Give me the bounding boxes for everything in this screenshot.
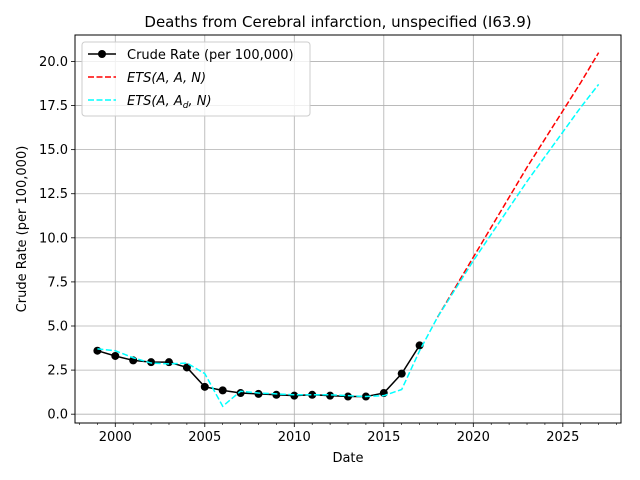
y-axis-label: Crude Rate (per 100,000) bbox=[15, 146, 30, 313]
y-tick-label: 12.5 bbox=[39, 187, 68, 202]
data-point bbox=[344, 392, 352, 401]
data-point bbox=[415, 341, 424, 350]
data-point bbox=[93, 346, 102, 355]
data-point bbox=[182, 363, 191, 372]
data-point bbox=[290, 391, 299, 400]
legend-label: ETS(A, A, N) bbox=[127, 71, 206, 86]
data-point bbox=[164, 358, 173, 367]
data-point bbox=[111, 351, 120, 360]
legend-marker bbox=[98, 50, 106, 58]
y-tick-label: 20.0 bbox=[39, 55, 68, 70]
data-point bbox=[200, 382, 209, 391]
series-line bbox=[97, 344, 421, 398]
data-point bbox=[272, 390, 281, 399]
y-tick-label: 7.5 bbox=[47, 275, 68, 290]
data-point bbox=[236, 389, 245, 398]
chart-title: Deaths from Cerebral infarction, unspeci… bbox=[144, 13, 531, 31]
series-line bbox=[97, 83, 600, 408]
data-point bbox=[147, 358, 156, 367]
data-point bbox=[326, 391, 335, 400]
x-tick-label: 2010 bbox=[278, 430, 311, 445]
x-axis-label: Date bbox=[332, 451, 363, 466]
x-tick-label: 2005 bbox=[188, 430, 221, 445]
x-tick-label: 2025 bbox=[546, 430, 579, 445]
x-tick-label: 2020 bbox=[457, 430, 490, 445]
y-tick-label: 15.0 bbox=[39, 143, 68, 158]
series-line bbox=[436, 52, 600, 318]
legend-label: Crude Rate (per 100,000) bbox=[127, 48, 294, 63]
x-tick-label: 2015 bbox=[367, 430, 400, 445]
legend-label: ETS(A, Ad, N) bbox=[127, 94, 212, 111]
legend-box bbox=[81, 41, 311, 117]
data-point bbox=[218, 386, 227, 395]
ticks: 2000 2005 2010 2015 2020 2025 0.0 2.5 5.0 7.5 10.0… bbox=[39, 55, 617, 445]
grid bbox=[75, 35, 621, 423]
y-tick-label: 10.0 bbox=[39, 231, 68, 246]
data-point bbox=[254, 389, 263, 398]
y-tick-label: 5.0 bbox=[47, 320, 68, 335]
series-layer bbox=[93, 52, 600, 408]
data-point bbox=[308, 390, 317, 399]
y-tick-label: 17.5 bbox=[39, 99, 68, 114]
legend: Crude Rate (per 100,000) ETS(A, A, N) ETS(… bbox=[81, 41, 311, 117]
y-tick-label: 2.5 bbox=[47, 364, 68, 379]
x-tick-label: 2000 bbox=[99, 430, 132, 445]
data-point bbox=[397, 369, 406, 378]
y-tick-label: 0.0 bbox=[47, 408, 68, 423]
